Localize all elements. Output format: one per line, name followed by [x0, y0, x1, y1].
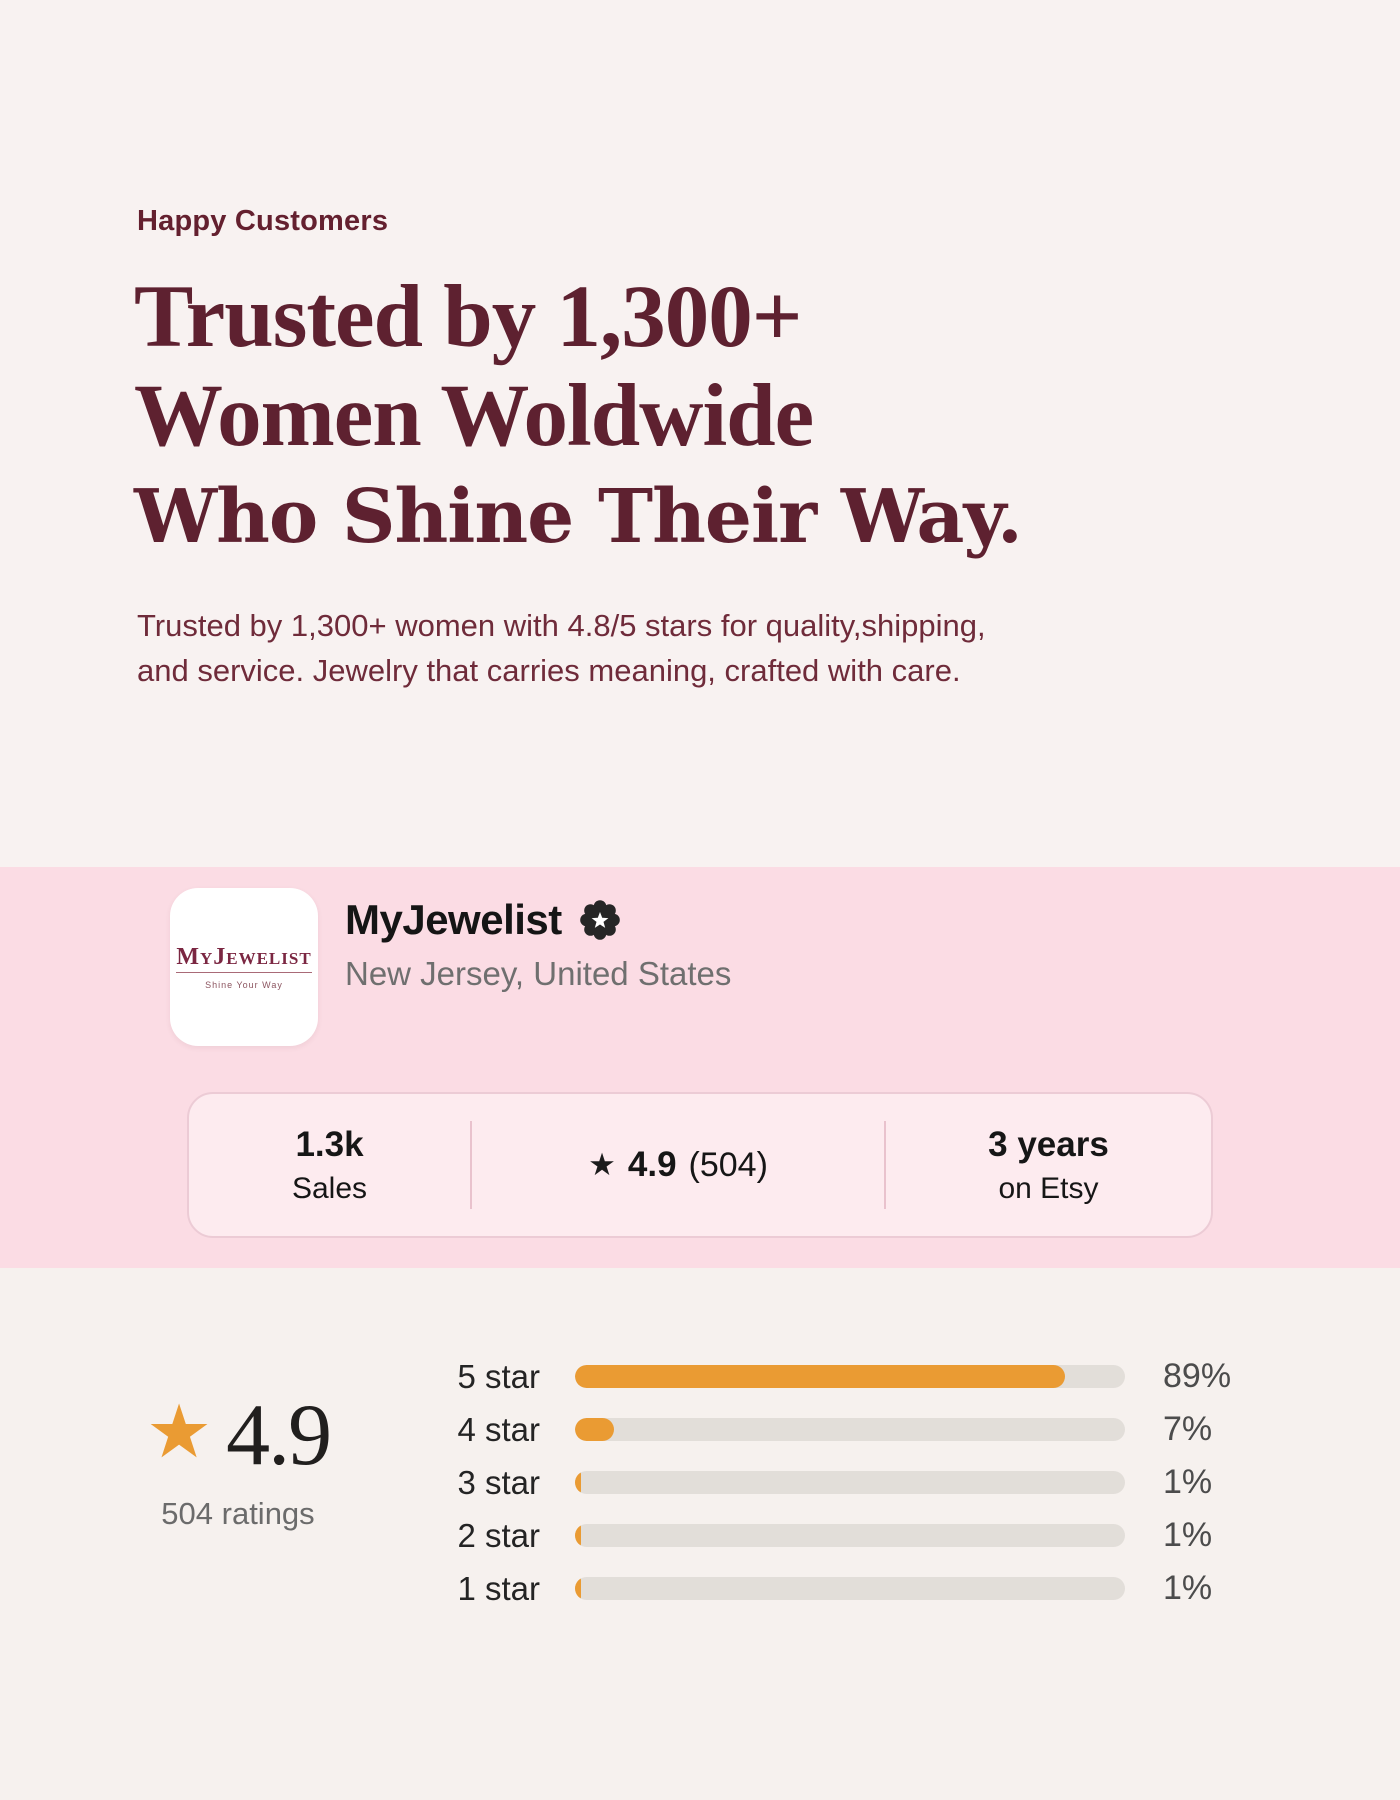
sales-label: Sales: [291, 1171, 368, 1205]
stat-age: 3 years on Etsy: [886, 1094, 1211, 1236]
rating-count-label: 504 ratings: [161, 1496, 315, 1531]
stat-sales: 1.3k Sales: [189, 1094, 470, 1236]
rating-row-label: 1 star: [457, 1569, 540, 1607]
heading-line-1: Trusted by 1,300+: [134, 268, 803, 366]
rating-bars: 5 star 89% 4 star 7% 3 star 1% 2 star: [380, 1357, 1231, 1607]
eyebrow-label: Happy Customers: [137, 205, 389, 237]
rating-row: 4 star 7%: [380, 1410, 1231, 1448]
shop-header: MyJewelist: [345, 896, 620, 944]
rating-bar-track: [575, 1365, 1125, 1388]
rating-row-percent: 7%: [1163, 1410, 1213, 1448]
rating-bar-track: [575, 1471, 1125, 1494]
rating-row-percent: 1%: [1163, 1516, 1213, 1554]
star-icon: ★: [145, 1389, 213, 1475]
rating-row-percent: 1%: [1163, 1569, 1213, 1607]
page-title: Trusted by 1,300+ Women Woldwide Who Shi…: [134, 268, 1254, 568]
stat-rating: ★ 4.9 (504): [472, 1094, 884, 1236]
subtitle-line-2: and service. Jewelry that carries meanin…: [137, 653, 961, 688]
rating-bar-fill: [575, 1577, 581, 1600]
rating-bar-track: [575, 1418, 1125, 1441]
stat-divider: [470, 1121, 472, 1209]
heading-line-3: Who Shine Their Way.: [134, 474, 1023, 560]
age-label: on Etsy: [998, 1171, 1099, 1205]
rating-count: (504): [688, 1145, 768, 1184]
star-seller-badge-icon: [579, 900, 620, 940]
rating-row: 3 star 1%: [380, 1463, 1231, 1501]
subtitle-line-1: Trusted by 1,300+ women with 4.8/5 stars…: [137, 608, 986, 643]
shop-stats-pill: 1.3k Sales ★ 4.9 (504) 3 years on Etsy: [187, 1092, 1213, 1238]
age-value: 3 years: [988, 1124, 1109, 1164]
star-icon: ★: [588, 1146, 616, 1183]
shop-logo[interactable]: MyJewelist Shine Your Way: [170, 888, 318, 1046]
rating-row-label: 5 star: [457, 1357, 540, 1395]
rating-bar-fill: [575, 1471, 581, 1494]
stat-divider: [884, 1121, 886, 1209]
rating-bar-track: [575, 1577, 1125, 1600]
rating-row: 2 star 1%: [380, 1516, 1231, 1554]
rating-row: 5 star 89%: [380, 1357, 1231, 1395]
rating-row: 1 star 1%: [380, 1569, 1231, 1607]
rating-bar-fill: [575, 1418, 614, 1441]
rating-row-percent: 89%: [1163, 1357, 1232, 1395]
rating-bar-fill: [575, 1524, 581, 1547]
shop-logo-tagline: Shine Your Way: [205, 979, 283, 990]
rating-average: 4.9: [226, 1387, 332, 1484]
rating-bar-track: [575, 1524, 1125, 1547]
rating-row-label: 3 star: [457, 1463, 540, 1501]
rating-value: 4.9: [627, 1145, 677, 1184]
shop-name-link[interactable]: MyJewelist: [345, 896, 562, 943]
heading-line-2: Women Woldwide: [134, 367, 814, 465]
rating-row-label: 2 star: [457, 1516, 540, 1554]
rating-summary-row: ★ 4.9: [145, 1387, 332, 1484]
hero-subtitle: Trusted by 1,300+ women with 4.8/5 stars…: [137, 603, 1217, 693]
shop-logo-wordmark: MyJewelist: [176, 945, 312, 973]
sales-value: 1.3k: [295, 1124, 364, 1164]
shop-location: New Jersey, United States: [345, 955, 732, 992]
rating-summary: ★ 4.9 504 ratings: [118, 1392, 358, 1532]
rating-row-percent: 1%: [1163, 1463, 1213, 1501]
rating-row-label: 4 star: [457, 1410, 540, 1448]
rating-bar-fill: [575, 1365, 1065, 1388]
